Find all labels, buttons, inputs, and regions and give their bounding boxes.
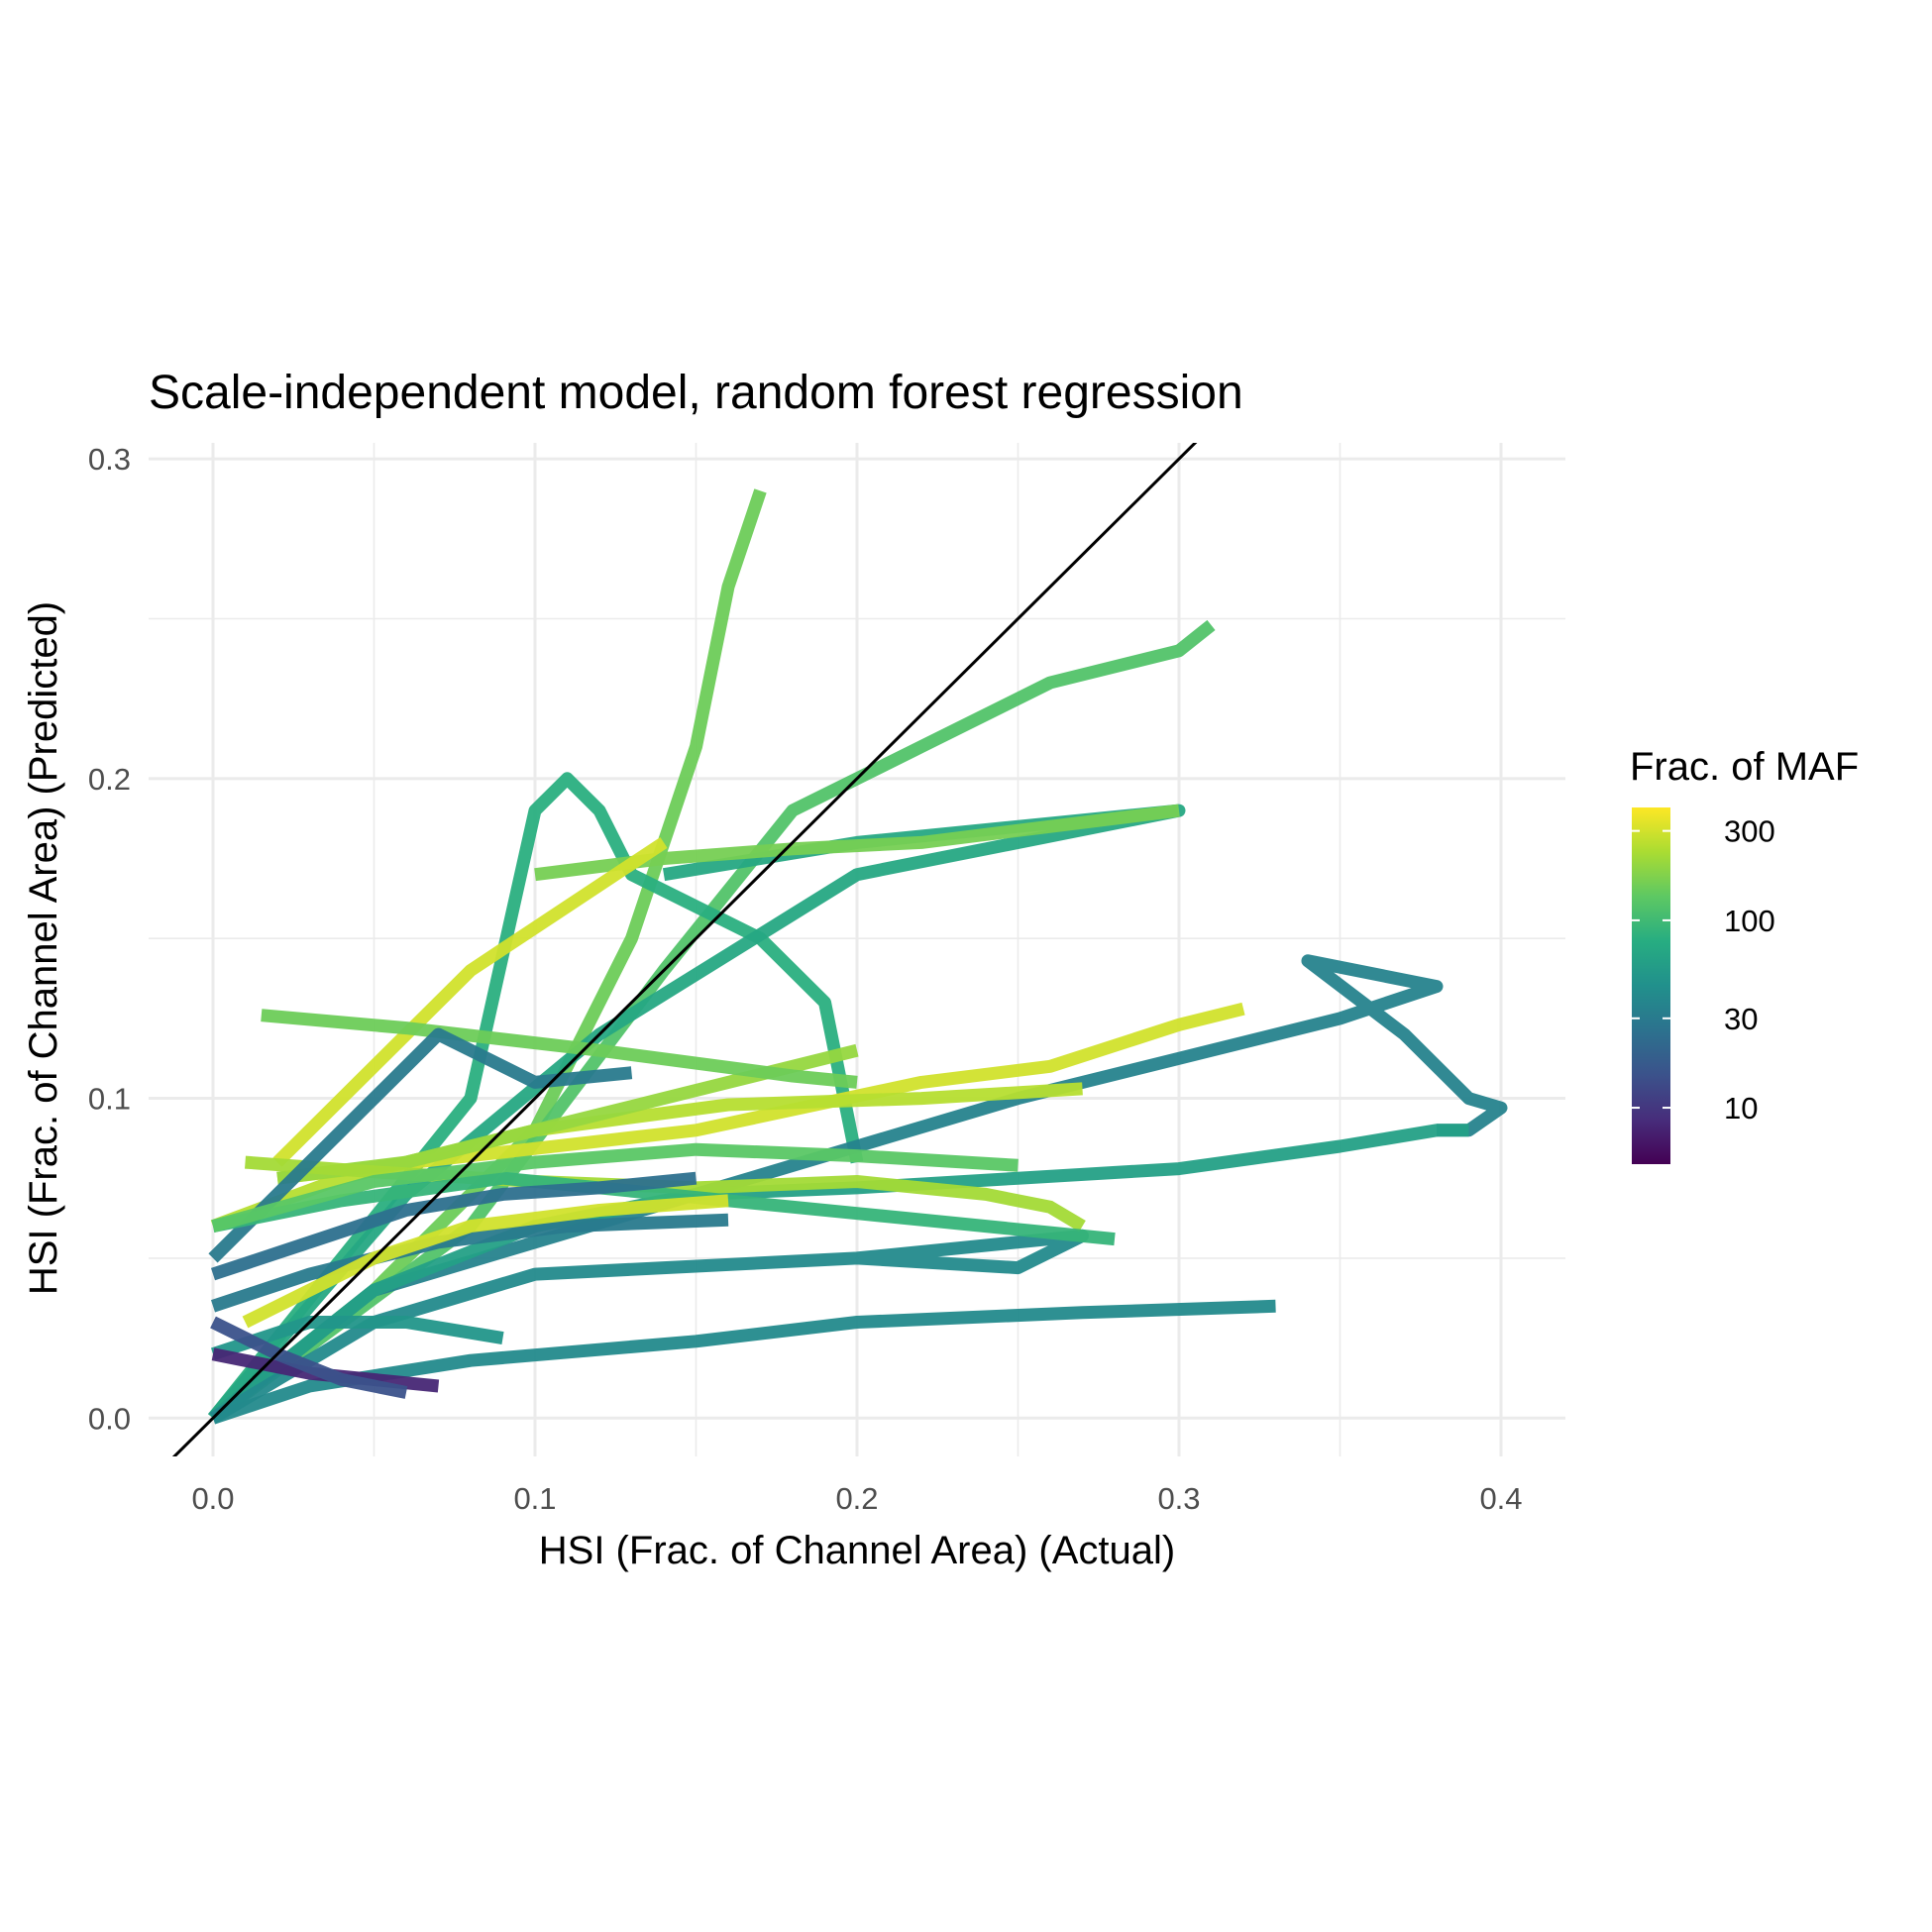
x-tick-label: 0.2 xyxy=(835,1481,878,1516)
x-axis-ticks: 0.0 0.1 0.2 0.3 0.4 xyxy=(191,1481,1522,1516)
series-line-20 xyxy=(210,1316,504,1360)
legend-tick-label: 100 xyxy=(1724,904,1775,938)
series-line-19 xyxy=(210,1171,698,1281)
legend-ticks: 10 30 100 300 xyxy=(1632,814,1775,1126)
chart-title: Scale-independent model, random forest r… xyxy=(149,367,1243,419)
y-tick-label: 0.3 xyxy=(88,442,131,477)
legend: Frac. of MAF 10 30 100 300 xyxy=(1630,745,1859,1164)
series-line-8 xyxy=(210,1299,1276,1425)
colorbar xyxy=(1632,807,1670,1164)
x-tick-label: 0.4 xyxy=(1479,1481,1522,1516)
x-tick-label: 0.0 xyxy=(191,1481,234,1516)
y-tick-label: 0.0 xyxy=(88,1401,131,1436)
series-line-11 xyxy=(210,1082,1083,1233)
legend-title: Frac. of MAF xyxy=(1630,745,1859,789)
legend-tick-label: 30 xyxy=(1724,1002,1758,1036)
x-tick-label: 0.1 xyxy=(513,1481,556,1516)
series-line-13 xyxy=(276,1043,859,1185)
x-axis-title: HSI (Frac. of Channel Area) (Actual) xyxy=(539,1529,1175,1572)
x-tick-label: 0.3 xyxy=(1157,1481,1200,1516)
legend-tick-label: 300 xyxy=(1724,814,1775,849)
series-line-12 xyxy=(272,836,668,1167)
y-tick-label: 0.2 xyxy=(88,762,131,797)
y-axis-title: HSI (Frac. of Channel Area) (Predicted) xyxy=(22,601,65,1295)
y-axis-ticks: 0.0 0.1 0.2 0.3 xyxy=(88,442,131,1436)
series-line-17 xyxy=(211,1171,1116,1246)
series-line-24 xyxy=(242,1194,729,1329)
reference-layer xyxy=(171,443,1198,1456)
legend-tick-label: 10 xyxy=(1724,1091,1758,1126)
series-line-10 xyxy=(276,1002,1245,1185)
series-line-22 xyxy=(210,1316,408,1399)
series-line-18 xyxy=(211,1142,1019,1233)
y-tick-label: 0.1 xyxy=(88,1082,131,1117)
series-line-14 xyxy=(261,1009,858,1089)
identity-line xyxy=(171,443,1198,1456)
